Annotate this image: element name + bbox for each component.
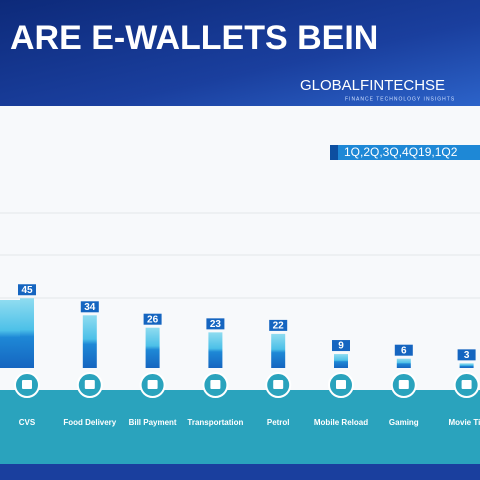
icon-glyph [22, 380, 32, 389]
x-tick-label: Transportation [187, 418, 243, 427]
value-label-bg [394, 344, 413, 356]
cropped-bar [0, 300, 20, 368]
icon-glyph [336, 380, 346, 389]
bar [20, 298, 34, 368]
value-label-bg [269, 319, 288, 331]
value-label: 34 [84, 302, 96, 313]
value-label-bg [80, 301, 99, 313]
icon-glyph [84, 380, 95, 389]
value-label-bg [206, 318, 225, 330]
bar [208, 332, 223, 368]
icon-glyph [461, 380, 472, 389]
value-label-bg [143, 313, 162, 325]
x-tick-label: CVS [19, 418, 36, 427]
bar [459, 363, 474, 368]
icon-glyph [398, 380, 409, 389]
x-tick-label: Food Delivery [63, 418, 116, 427]
icon-glyph [210, 380, 221, 389]
value-label: 22 [273, 321, 285, 332]
value-label-bg [457, 349, 476, 361]
legend-box [330, 145, 480, 160]
bar [271, 333, 286, 368]
tagline: FINANCE TECHNOLOGY INSIGHTS [345, 96, 455, 102]
x-tick-label: Gaming [389, 418, 419, 427]
icon-glyph [147, 380, 158, 389]
legend-swatch [330, 145, 338, 160]
icon-glyph [273, 380, 284, 389]
value-label-bg [18, 284, 36, 296]
value-label: 26 [147, 314, 159, 325]
bar [396, 358, 411, 368]
x-tick-label: Mobile Reload [314, 418, 368, 427]
title: ARE E-WALLETS BEIN [10, 19, 378, 57]
bar [145, 327, 160, 368]
value-label: 6 [401, 345, 407, 356]
value-label: 9 [338, 341, 344, 352]
bar [334, 354, 348, 368]
value-label-bg [332, 340, 350, 352]
x-tick-label: Petrol [267, 418, 290, 427]
value-label: 3 [464, 350, 470, 361]
x-tick-label: Bill Payment [129, 418, 177, 427]
brand: GLOBALFINTECHSE [300, 77, 445, 94]
x-tick-label: Movie Tic [448, 418, 480, 427]
bar [82, 315, 97, 368]
label-band [0, 390, 480, 464]
header-bg [0, 0, 480, 106]
value-label: 23 [210, 319, 222, 330]
value-label: 45 [21, 285, 33, 296]
legend-label: 1Q,2Q,3Q,4Q19,1Q2 [344, 145, 458, 159]
footer-bg [0, 464, 480, 480]
